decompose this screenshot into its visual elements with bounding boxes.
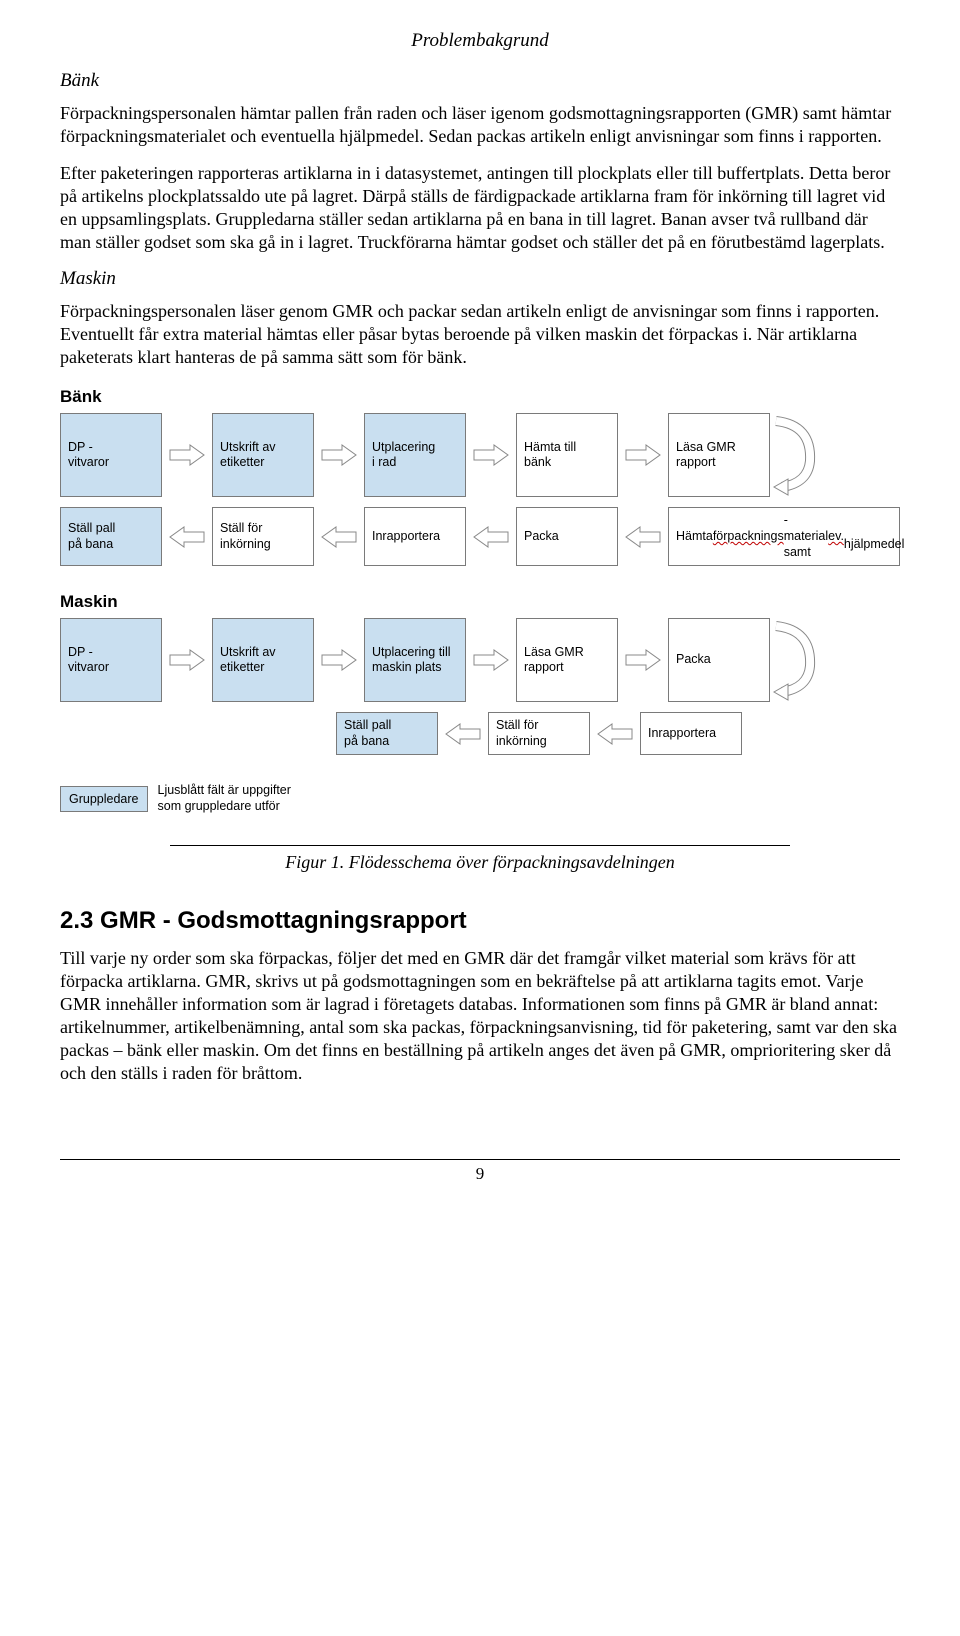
flow-box: Läsa GMRrapport bbox=[516, 618, 618, 702]
flow-bank-row-2: Ställ pallpå bana Ställ förinkörning Inrap… bbox=[60, 507, 900, 566]
arrow-curve-down-icon bbox=[772, 618, 818, 702]
legend-text: Ljusblått fält är uppgiftersom gruppleda… bbox=[158, 783, 291, 814]
arrow-right-icon bbox=[168, 413, 206, 497]
flow-maskin-row-1: DP -vitvaror Utskrift avetiketter Utplacer… bbox=[60, 618, 900, 702]
page-number: 9 bbox=[476, 1164, 485, 1183]
flow-maskin-row-2: Ställ pallpå bana Ställ förinkörning Inrap… bbox=[60, 712, 900, 755]
flow-maskin-title: Maskin bbox=[60, 592, 900, 612]
arrow-left-icon bbox=[444, 712, 482, 755]
arrow-right-icon bbox=[472, 618, 510, 702]
arrow-right-icon bbox=[624, 618, 662, 702]
arrow-curve-down-icon bbox=[772, 413, 818, 497]
arrow-right-icon bbox=[320, 618, 358, 702]
flow-box: Packa bbox=[516, 507, 618, 566]
bank-para-2: Efter paketeringen rapporteras artiklarn… bbox=[60, 162, 900, 254]
maskin-para-1: Förpackningspersonalen läser genom GMR o… bbox=[60, 300, 900, 369]
flow-box: Läsa GMRrapport bbox=[668, 413, 770, 497]
flow-box: Ställ förinkörning bbox=[212, 507, 314, 566]
arrow-left-icon bbox=[320, 507, 358, 566]
arrow-right-icon bbox=[472, 413, 510, 497]
flow-legend: Gruppledare Ljusblått fält är uppgifters… bbox=[60, 783, 900, 814]
flow-box: Packa bbox=[668, 618, 770, 702]
section-2-3-heading: 2.3 GMR - Godsmottagningsrapport bbox=[60, 907, 900, 935]
section-2-3-para-1: Till varje ny order som ska förpackas, f… bbox=[60, 947, 900, 1085]
arrow-left-icon bbox=[624, 507, 662, 566]
legend-box: Gruppledare bbox=[60, 786, 148, 812]
flow-box: Utskrift avetiketter bbox=[212, 413, 314, 497]
flow-box: Hämta förpacknings-material samt ev.hjäl… bbox=[668, 507, 900, 566]
arrow-left-icon bbox=[596, 712, 634, 755]
flow-box: Inrapportera bbox=[640, 712, 742, 755]
arrow-right-icon bbox=[168, 618, 206, 702]
flow-box: Inrapportera bbox=[364, 507, 466, 566]
bank-para-1: Förpackningspersonalen hämtar pallen frå… bbox=[60, 102, 900, 148]
arrow-right-icon bbox=[624, 413, 662, 497]
flow-box: Ställ pallpå bana bbox=[336, 712, 438, 755]
arrow-right-icon bbox=[320, 413, 358, 497]
flow-bank-title: Bänk bbox=[60, 387, 900, 407]
flow-box: Utplacering tillmaskin plats bbox=[364, 618, 466, 702]
flow-bank-row-1: DP -vitvaror Utskrift avetiketter Utplacer… bbox=[60, 413, 900, 497]
arrow-left-icon bbox=[168, 507, 206, 566]
flow-box: Utplaceringi rad bbox=[364, 413, 466, 497]
flow-box: DP -vitvaror bbox=[60, 618, 162, 702]
maskin-heading: Maskin bbox=[60, 268, 900, 290]
flow-box: Utskrift avetiketter bbox=[212, 618, 314, 702]
flow-box: Ställ förinkörning bbox=[488, 712, 590, 755]
flow-box: Ställ pallpå bana bbox=[60, 507, 162, 566]
flow-box: Hämta tillbänk bbox=[516, 413, 618, 497]
page-footer: 9 bbox=[60, 1159, 900, 1184]
arrow-left-icon bbox=[472, 507, 510, 566]
bank-heading: Bänk bbox=[60, 70, 900, 92]
page-header: Problembakgrund bbox=[60, 30, 900, 52]
figure-caption: Figur 1. Flödesschema över förpackningsa… bbox=[170, 845, 790, 873]
document-page: Problembakgrund Bänk Förpackningspersona… bbox=[0, 0, 960, 1119]
flowchart-diagram: Bänk DP -vitvaror Utskrift avetiketter Utp… bbox=[60, 387, 900, 814]
flow-box: DP -vitvaror bbox=[60, 413, 162, 497]
